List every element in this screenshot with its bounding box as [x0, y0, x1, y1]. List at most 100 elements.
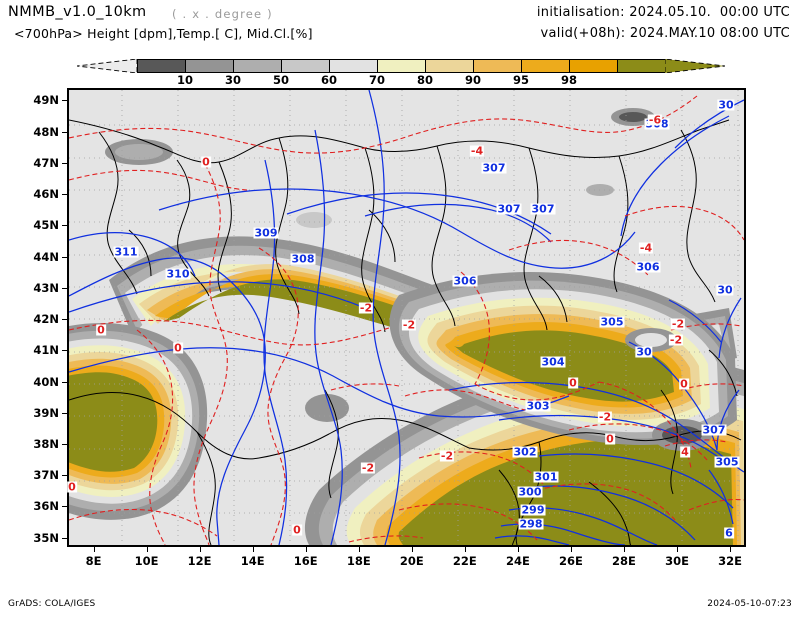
contour-label-height: 307 — [481, 161, 507, 175]
contour-label-temp: -2 — [401, 318, 417, 332]
lat-axis-tick — [62, 381, 67, 383]
lat-axis-tick — [62, 319, 67, 321]
colorbar-tick-label: 30 — [224, 73, 242, 87]
contour-label-height: 305 — [714, 455, 740, 469]
contour-label-height: 307 — [701, 423, 727, 437]
contour-label-temp: -2 — [360, 461, 376, 475]
generated-timestamp: 2024-05-10-07:23 — [707, 599, 792, 609]
contour-label-height: 300 — [517, 485, 543, 499]
lon-axis-label: 12E — [187, 554, 212, 568]
grads-credit: GrADS: COLA/IGES — [8, 599, 96, 609]
contour-label-height: 305 — [599, 315, 625, 329]
colorbar-segment — [617, 59, 665, 73]
lat-axis-tick — [62, 350, 67, 352]
contour-label-height: 302 — [512, 445, 538, 459]
lat-axis-tick — [62, 162, 67, 164]
lon-axis-tick — [199, 547, 201, 552]
lon-axis-label: 32E — [718, 554, 743, 568]
map-plot-area[interactable] — [67, 88, 746, 547]
contour-label-height: 307 — [496, 202, 522, 216]
lon-axis-tick — [570, 547, 572, 552]
colorbar-segment — [521, 59, 569, 73]
colorbar-segment — [233, 59, 281, 73]
contour-label-temp: -2 — [670, 317, 686, 331]
lat-axis-label: 35N — [33, 530, 59, 545]
contour-label-temp: -2 — [439, 449, 455, 463]
colorbar-tick-label: 50 — [272, 73, 290, 87]
lon-axis-label: 30E — [665, 554, 689, 568]
weather-field-render — [69, 90, 744, 545]
units-note: ( . x . degree ) — [172, 7, 273, 21]
contour-label-temp: -6 — [647, 113, 663, 127]
lon-axis-tick — [411, 547, 413, 552]
colorbar-segment — [281, 59, 329, 73]
contour-label-temp: 4 — [680, 445, 690, 459]
lat-axis-tick — [62, 100, 67, 102]
contour-label-temp: 0 — [173, 341, 183, 355]
contour-label-height: 309 — [253, 226, 279, 240]
contour-label-temp: 0 — [605, 432, 615, 446]
lat-axis-tick — [62, 443, 67, 445]
lon-axis-label: 10E — [134, 554, 159, 568]
lat-axis-label: 41N — [33, 343, 59, 358]
lat-axis-label: 44N — [33, 249, 59, 264]
colorbar-tick-label: 10 — [176, 73, 194, 87]
lat-axis-tick — [62, 506, 67, 508]
lon-axis-label: 24E — [505, 554, 530, 568]
colorbar-tick-label: 80 — [416, 73, 434, 87]
colorbar-segment — [425, 59, 473, 73]
lat-axis-label: 42N — [33, 312, 59, 327]
contour-label-temp: -2 — [597, 410, 613, 424]
model-title: NMMB_v1.0_10km — [8, 4, 147, 20]
contour-label-height: 301 — [533, 470, 559, 484]
contour-label-height: 311 — [113, 245, 139, 259]
contour-label-temp: 0 — [67, 480, 77, 494]
lat-axis-tick — [62, 412, 67, 414]
map-panel: 311 310 309 308 307 307 307 306 306 308 … — [33, 88, 746, 568]
cloud-band-west — [69, 323, 208, 520]
lat-axis-tick — [62, 537, 67, 539]
lat-axis-label: 40N — [33, 374, 59, 389]
contour-label-temp: 0 — [568, 376, 578, 390]
lon-axis-label: 22E — [452, 554, 477, 568]
colorbar-segment — [137, 59, 185, 73]
lat-axis-tick — [62, 256, 67, 258]
chart-footer: GrADS: COLA/IGES 2024-05-10-07:23 — [0, 596, 800, 618]
colorbar-tick-label: 95 — [512, 73, 530, 87]
contour-label-temp: 0 — [201, 155, 211, 169]
contour-label-temp: -4 — [638, 241, 654, 255]
contour-label-height: 303 — [525, 399, 551, 413]
lat-axis-label: 36N — [33, 499, 59, 514]
colorbar-segment — [377, 59, 425, 73]
contour-label-height: 308 — [290, 252, 316, 266]
contour-label-height: 30 — [717, 98, 735, 112]
lon-axis-tick — [517, 547, 519, 552]
colorbar-segment — [569, 59, 617, 73]
lon-axis-label: 26E — [559, 554, 583, 568]
colorbar-tick-label: 98 — [560, 73, 578, 87]
lat-axis-label: 43N — [33, 280, 59, 295]
lat-axis-label: 45N — [33, 218, 59, 233]
contour-label-height: 307 — [530, 202, 556, 216]
contour-label-height: 304 — [540, 355, 566, 369]
contour-label-temp: 0 — [292, 523, 302, 537]
lat-axis-label: 37N — [33, 468, 59, 483]
colorbar-tick-label: 60 — [320, 73, 338, 87]
contour-label-temp: 0 — [679, 377, 689, 391]
contour-label-temp: -2 — [358, 301, 374, 315]
colorbar-tick-label: 70 — [368, 73, 386, 87]
lon-axis-label: 18E — [346, 554, 371, 568]
lat-axis-label: 49N — [33, 93, 59, 108]
lon-axis-label: 20E — [399, 554, 424, 568]
lat-axis-label: 39N — [33, 405, 59, 420]
contour-label-height: 298 — [518, 517, 544, 531]
cloud-cover-colorbar: 10 30 50 60 70 80 90 95 98 — [77, 59, 725, 87]
lon-axis-label: 28E — [612, 554, 636, 568]
lon-axis-tick — [305, 547, 307, 552]
lat-axis-label: 38N — [33, 436, 59, 451]
chart-subtitle: <700hPa> Height [dpm],Temp.[ C], Mid.Cl.… — [14, 26, 313, 41]
lon-axis-label: 16E — [293, 554, 318, 568]
lat-axis-tick — [62, 287, 67, 289]
colorbar-tick-label: 90 — [464, 73, 482, 87]
lat-axis-label: 46N — [33, 187, 59, 202]
